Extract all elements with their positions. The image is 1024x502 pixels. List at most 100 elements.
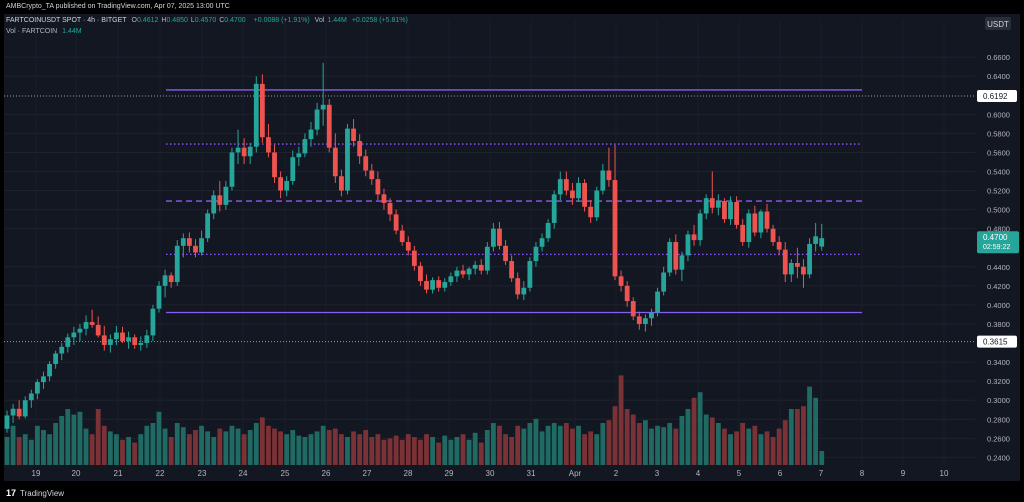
volume-bar <box>95 409 101 465</box>
time-label: 21 <box>114 469 123 478</box>
volume-bar <box>570 428 575 465</box>
volume-bar <box>515 425 521 465</box>
volume-bar <box>351 431 356 465</box>
volume-bar <box>10 425 16 465</box>
candle-body <box>278 177 283 191</box>
candle-body <box>187 238 192 246</box>
candle-body <box>399 230 405 243</box>
candle-body <box>132 337 138 345</box>
candle-body <box>533 246 539 262</box>
volume-bar <box>53 423 59 465</box>
volume-bar <box>199 425 204 465</box>
candle-body <box>272 152 277 178</box>
candle-body <box>454 270 460 277</box>
candle-body <box>211 195 217 214</box>
candle-body <box>308 129 314 140</box>
price-marker-value: 0.6192 <box>983 92 1008 101</box>
price-tick-label: 0.4400 <box>987 263 1010 272</box>
ohlc-key-h: H <box>161 17 167 24</box>
volume-bar <box>740 423 746 465</box>
candle-body <box>156 285 162 309</box>
volume-bar <box>223 431 229 465</box>
volume-bar <box>381 439 387 465</box>
candle-body <box>339 176 344 191</box>
candle-body <box>643 318 648 324</box>
candle-body <box>478 264 484 271</box>
publisher-line: AMBCrypto_TA published on TradingView.co… <box>6 3 230 10</box>
candle-body <box>83 322 89 329</box>
candle-body <box>290 157 296 182</box>
symbol-name[interactable]: FARTCOINUSDT SPOT · 4h · BITGET <box>6 17 127 24</box>
candle-body <box>685 234 691 256</box>
candle-body <box>636 316 642 324</box>
price-tick-label: 0.2600 <box>987 434 1010 443</box>
price-tick-label: 0.4200 <box>987 282 1010 291</box>
candle-body <box>162 275 168 286</box>
volume-bar <box>339 434 344 465</box>
volume-bar <box>144 425 150 465</box>
candle-body <box>296 153 302 158</box>
candle-body <box>259 83 265 138</box>
volume-legend: Vol · FARTCOIN 1.44M <box>6 28 85 35</box>
candle-body <box>357 141 363 157</box>
candle-body <box>740 224 746 243</box>
volume-bar <box>241 434 247 465</box>
candle-body <box>709 198 715 208</box>
currency-button-label[interactable]: USDT <box>987 20 1009 29</box>
time-label: 3 <box>655 469 660 478</box>
volume-bar <box>59 416 65 465</box>
candle-body <box>107 339 113 345</box>
candle-body <box>807 243 812 275</box>
candle-body <box>557 179 563 195</box>
volume-bar <box>320 425 326 465</box>
volume-bar <box>685 409 691 465</box>
time-axis[interactable] <box>4 465 1020 481</box>
volume-bar <box>235 428 241 465</box>
brand-name: TradingView <box>20 488 65 498</box>
candle-body <box>515 278 521 295</box>
volume-bar <box>460 434 466 465</box>
volume-bar <box>180 427 186 465</box>
candle-body <box>503 245 508 262</box>
candle-body <box>10 408 16 416</box>
volume-bar <box>77 411 83 465</box>
volume-bar <box>35 425 40 465</box>
volume-bar <box>387 438 393 465</box>
price-tick-label: 0.5000 <box>987 206 1010 215</box>
price-tick-label: 0.4800 <box>987 225 1010 234</box>
ohlc-key-c: C <box>219 17 225 24</box>
volume-bar <box>314 431 320 465</box>
volume-bar <box>430 437 435 465</box>
candle-body <box>424 281 429 290</box>
candle-body <box>229 152 235 187</box>
time-label: 23 <box>198 469 207 478</box>
vol-value: 1.44M <box>327 17 347 24</box>
time-label: 25 <box>281 469 290 478</box>
candle-body <box>715 201 721 208</box>
candle-body <box>801 266 806 275</box>
price-tick-label: 0.3800 <box>987 320 1010 329</box>
candle-body <box>472 264 478 269</box>
currency-button[interactable] <box>985 17 1011 30</box>
volume-bar <box>132 442 138 465</box>
candle-body <box>193 245 198 253</box>
volume-bar <box>266 425 271 465</box>
time-label: 20 <box>72 469 81 478</box>
time-label: 27 <box>363 469 372 478</box>
volume-bar <box>150 423 156 465</box>
price-tick-label: 0.2400 <box>987 453 1010 462</box>
candle-body <box>442 282 448 288</box>
ohlc-values: O0.4612 H0.4850 L0.4570 C0.4700 <box>132 17 249 24</box>
candle-body <box>466 268 472 275</box>
candle-body <box>722 201 727 220</box>
candle-body <box>612 180 618 277</box>
volume-bar <box>253 423 259 465</box>
volume-bar <box>4 437 10 465</box>
volume-bar <box>472 432 478 465</box>
candle-body <box>418 265 423 282</box>
volume-indicator-label[interactable]: Vol · FARTCOIN <box>6 28 58 35</box>
candle-body <box>782 249 788 275</box>
candle-body <box>509 261 515 279</box>
